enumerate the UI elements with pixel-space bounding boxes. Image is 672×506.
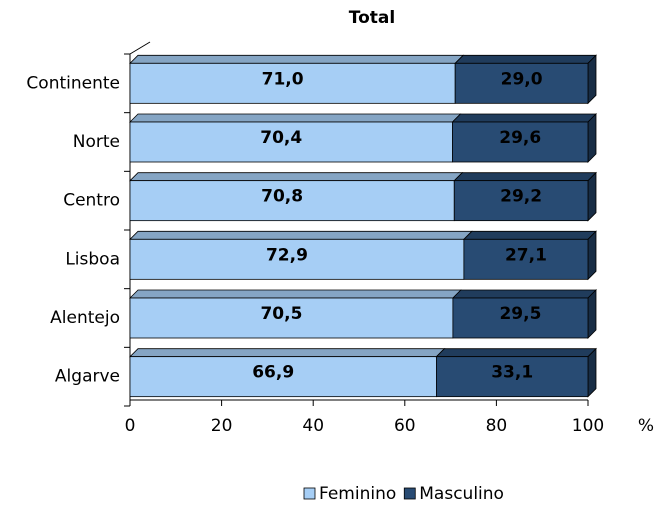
x-tick-label: 20 [211,416,233,436]
x-tick-label: 40 [302,416,324,436]
bar [129,297,454,339]
bar-top-face [462,230,597,240]
bar-value-label: 71,0 [262,69,304,89]
bar-top-face [451,113,597,123]
bar-value-label: 29,6 [499,128,541,148]
bar-side-face [587,230,597,281]
y-tick-label: Centro [63,191,120,211]
bar-side-face [587,347,597,398]
bar-value-label: 27,1 [505,245,547,265]
bar [129,180,455,222]
bar [452,121,589,163]
x-tick-label: 100 [572,416,604,436]
bar-value-label: 72,9 [266,245,308,265]
bar [129,356,437,398]
bar-value-label: 70,4 [260,128,302,148]
legend-swatch [303,487,316,500]
bar-top-face [129,230,473,240]
bar [129,121,453,163]
bar-value-label: 33,1 [491,363,533,383]
bar-top-face [451,289,597,299]
bar-top-face [435,348,597,358]
bar-value-label: 70,8 [261,187,303,207]
bar-top-face [454,54,597,64]
bar-value-label: 66,9 [252,363,294,383]
y-tick-label: Alentejo [50,308,120,328]
y-tick-label: Lisboa [65,249,120,269]
bar [453,180,589,222]
legend-label: Masculino [419,484,504,504]
legend-label: Feminino [319,484,396,504]
bar [454,62,589,104]
bar-top-face [453,172,597,182]
bar-value-label: 29,5 [499,304,541,324]
bar-value-label: 29,2 [500,187,542,207]
bar-side-face [587,171,597,222]
bar [129,62,456,104]
x-tick-label: 80 [486,416,508,436]
bar-side-face [587,289,597,339]
bar-top-face [129,172,464,182]
y-tick-label: Norte [73,132,120,152]
legend-swatch [403,487,416,500]
bar [436,356,589,398]
bar-side-face [587,54,597,105]
bar [452,297,589,339]
x-tick-label: 60 [394,416,416,436]
x-tick-label: 0 [125,416,136,436]
bar-top-face [129,348,446,358]
x-axis-label: % [638,416,654,436]
bar-side-face [587,113,597,163]
bar-top-face [129,289,462,299]
y-tick-label: Continente [26,73,120,93]
bar [129,238,465,280]
bar [463,238,589,280]
bar-value-label: 70,5 [260,304,302,324]
y-tick-label: Algarve [55,367,120,387]
bar-top-face [129,113,462,123]
y-axis-depth [129,41,151,55]
chart-title: Total [349,8,395,28]
bar-top-face [129,54,465,64]
bar-value-label: 29,0 [501,69,543,89]
